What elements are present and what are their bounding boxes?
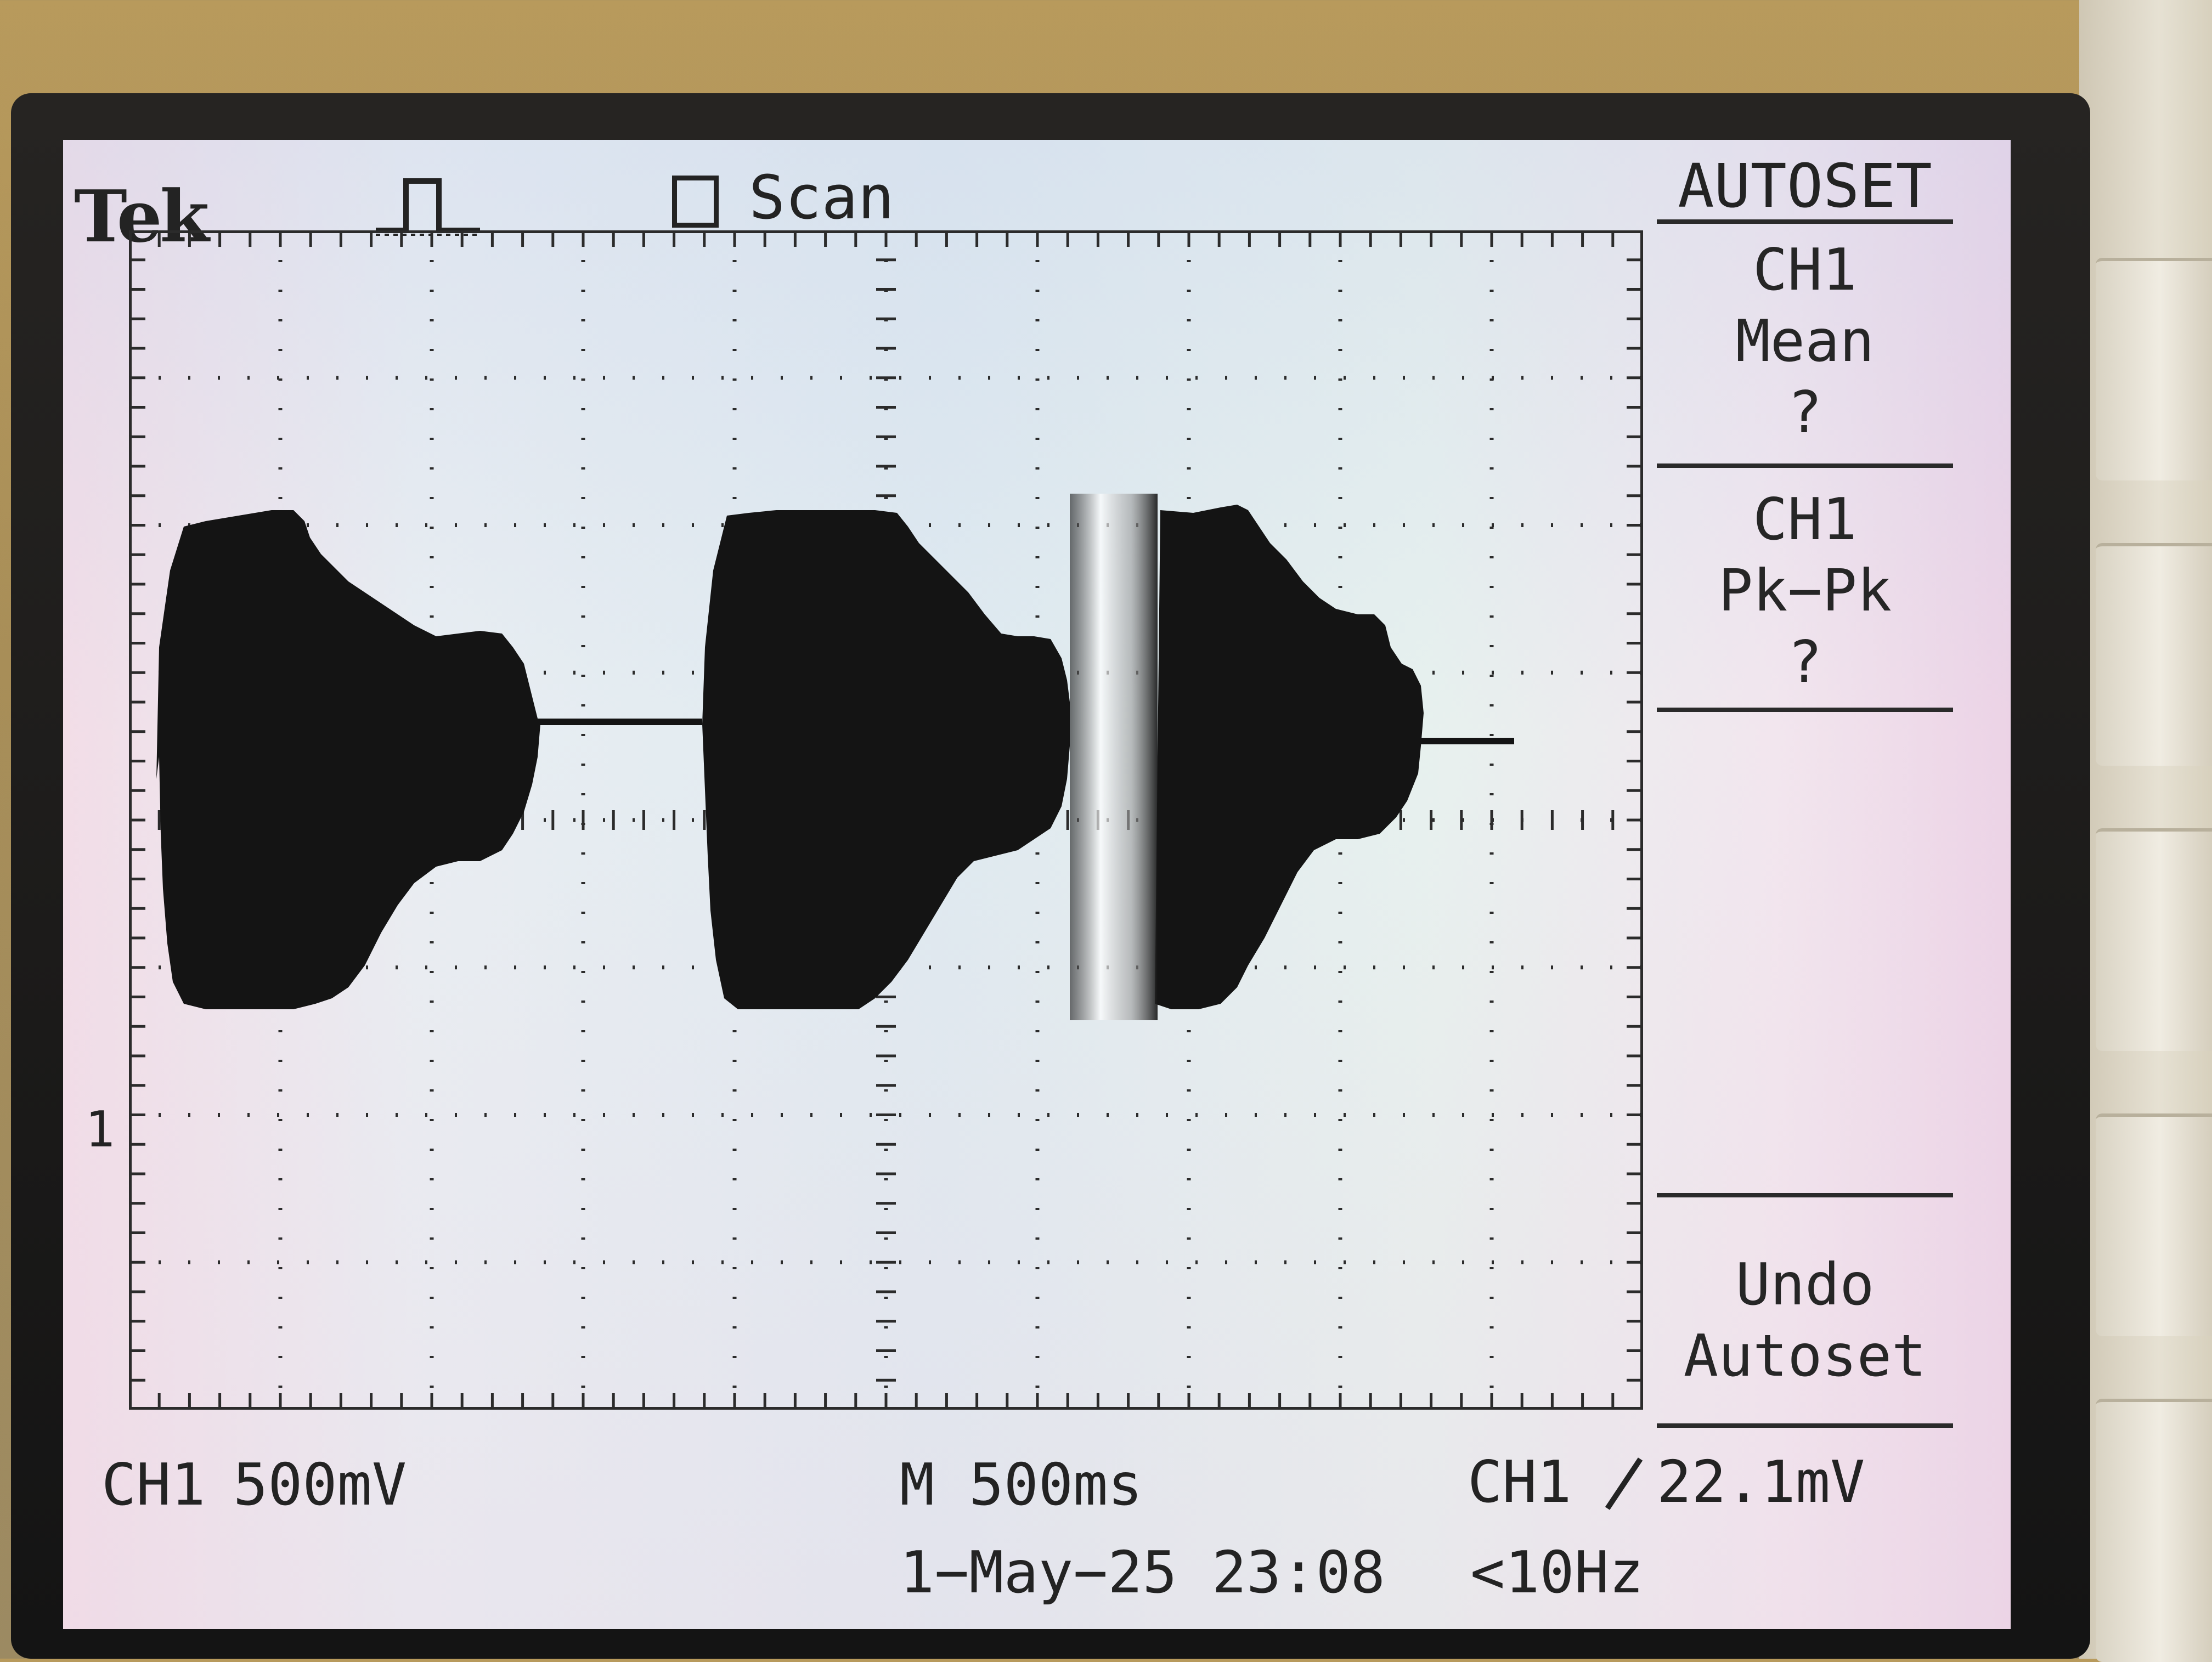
trigger-frequency: <10Hz <box>1470 1539 1644 1606</box>
burst-2 <box>702 510 1070 1009</box>
menu-item-empty[interactable] <box>1651 713 1959 1333</box>
trigger-level: 22.1mV <box>1657 1449 1865 1516</box>
oscilloscope-screen: Tek Scan 1 AUTOSET CH1 <box>63 140 2011 1629</box>
menu-divider <box>1657 1193 1953 1197</box>
menu-title: AUTOSET <box>1678 151 1932 221</box>
burst-3 <box>1155 505 1424 1009</box>
menu-line: CH1 <box>1753 486 1857 553</box>
side-menu: AUTOSET CH1 Mean ? CH1 Pk−Pk ? Undo Auto… <box>1651 140 1959 1629</box>
menu-line: Pk−Pk <box>1718 557 1892 624</box>
menu-divider <box>1657 219 1953 224</box>
menu-button-4[interactable] <box>2096 1113 2212 1336</box>
menu-line: Autoset <box>1683 1322 1927 1389</box>
menu-button-1[interactable] <box>2096 258 2212 480</box>
ch1-volts-per-div: 500mV <box>233 1451 407 1518</box>
ch1-ground-marker: 1 <box>85 1101 115 1158</box>
baseline-3 <box>1421 738 1514 744</box>
menu-line: Mean <box>1735 308 1875 375</box>
graticule <box>129 230 1643 1410</box>
ch1-label: CH1 <box>101 1451 206 1518</box>
brand-logo: Tek <box>74 174 210 258</box>
rising-edge-icon <box>1605 1457 1643 1510</box>
smear-gap <box>1070 494 1158 1020</box>
waveform-trace <box>156 494 1514 1020</box>
baseline-1 <box>538 719 702 725</box>
menu-button-3[interactable] <box>2096 828 2212 1051</box>
timebase-readout: M 500ms <box>900 1451 1143 1518</box>
menu-button-2[interactable] <box>2096 543 2212 766</box>
date-time: 1−May−25 23:08 <box>900 1539 1386 1606</box>
waveform-display <box>129 230 1643 1410</box>
burst-1 <box>156 510 540 1009</box>
menu-line: ? <box>1787 379 1822 446</box>
trigger-source: CH1 <box>1468 1449 1572 1516</box>
menu-divider <box>1657 708 1953 712</box>
menu-divider <box>1657 463 1953 468</box>
scan-mode-box <box>672 176 719 228</box>
menu-line: ? <box>1787 629 1822 696</box>
acquisition-mode-label: Scan <box>749 162 894 233</box>
menu-divider <box>1657 1423 1953 1428</box>
menu-line: Undo <box>1735 1251 1875 1318</box>
menu-button-5[interactable] <box>2096 1399 2212 1662</box>
menu-line: CH1 <box>1753 236 1857 303</box>
